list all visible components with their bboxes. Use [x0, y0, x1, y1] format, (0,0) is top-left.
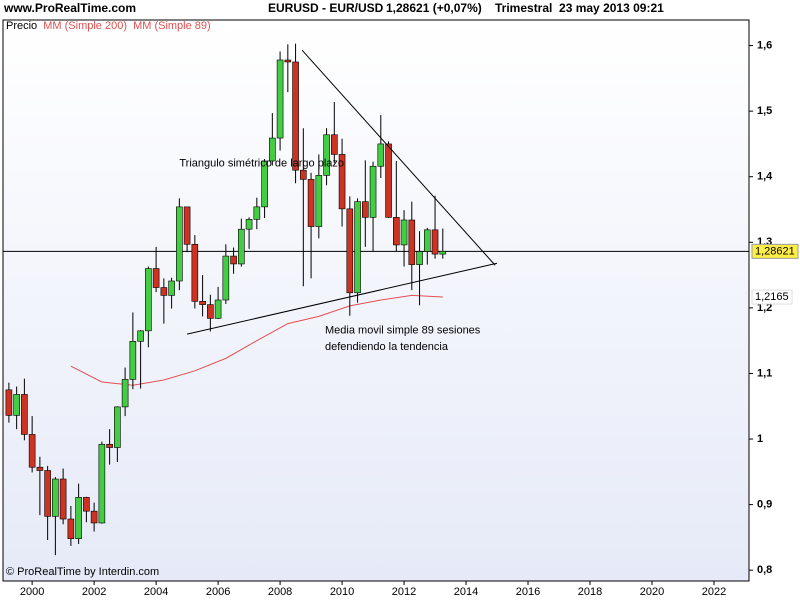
x-tick-label: 2000 — [20, 586, 44, 598]
legend-item: MM (Simple 200) — [43, 20, 127, 32]
legend: Precio MM (Simple 200) MM (Simple 89) — [6, 20, 211, 32]
candle-body — [207, 304, 214, 319]
candle-body — [276, 59, 284, 139]
candle-body — [354, 201, 361, 294]
candle-body — [160, 287, 168, 296]
candle-body — [44, 470, 51, 517]
candle-body — [284, 59, 292, 63]
x-tick-label: 2010 — [330, 586, 354, 598]
y-tick-label: 1,6 — [757, 39, 772, 51]
candle-body — [338, 154, 346, 210]
candle-body — [98, 443, 106, 524]
candle-body — [168, 280, 175, 296]
candle-body — [36, 466, 44, 471]
candle-body — [238, 228, 245, 265]
candle-body — [400, 219, 408, 246]
x-tick-label: 2008 — [268, 586, 292, 598]
trendline — [301, 49, 496, 266]
x-tick-label: 2012 — [392, 586, 416, 598]
candle-body — [106, 443, 113, 448]
x-tick-label: 2004 — [144, 586, 168, 598]
candle-body — [331, 134, 338, 155]
candle-body — [292, 61, 299, 171]
candle-body — [245, 219, 253, 230]
annotation: Media movil simple 89 sesiones — [325, 325, 481, 337]
candle-body — [315, 175, 323, 227]
y-tick-label: 0,9 — [757, 499, 772, 511]
y-tick-label: 1,1 — [757, 367, 772, 379]
candle-body — [199, 301, 206, 305]
candle-body — [423, 229, 431, 252]
annotation: Triangulo simétrico de largo plazo — [179, 158, 344, 170]
candle-body — [214, 299, 222, 319]
candle-body — [67, 518, 75, 540]
price-box — [751, 243, 799, 259]
y-tick-label: 1 — [757, 433, 763, 445]
legend-item: MM (Simple 89) — [133, 20, 211, 32]
x-tick-label: 2002 — [82, 586, 106, 598]
candle-body — [28, 434, 36, 468]
annotation: defendiendo la tendencia — [325, 341, 449, 353]
ma-label: 1,2165 — [755, 291, 789, 303]
candle-body — [83, 497, 90, 512]
x-tick-label: 2016 — [516, 586, 540, 598]
candle-body — [75, 497, 82, 540]
period: Trimestral 23 may 2013 09:21 — [495, 1, 664, 15]
candle-body — [300, 169, 307, 180]
candle-body — [137, 330, 144, 342]
candle-body — [385, 143, 392, 218]
trendline — [186, 262, 498, 335]
candle-body — [393, 217, 400, 246]
candle-body — [52, 478, 59, 517]
x-tick-label: 2014 — [454, 586, 478, 598]
y-tick-label: 0,8 — [757, 564, 772, 576]
candle-body — [377, 143, 385, 167]
candle-body — [183, 206, 191, 245]
candle-body — [129, 341, 137, 380]
x-tick-label: 2022 — [702, 586, 726, 598]
candle-body — [416, 251, 423, 265]
candle-body — [5, 389, 13, 416]
y-tick-label: 1,4 — [757, 171, 773, 183]
candle-body — [323, 134, 330, 176]
candle-body — [408, 219, 416, 265]
legend-item: Precio — [6, 20, 37, 32]
x-tick-label: 2020 — [640, 586, 664, 598]
candle-body — [145, 268, 152, 332]
candle-body — [369, 165, 377, 218]
y-tick-label: 1,5 — [757, 105, 772, 117]
footer: © ProRealTime by Interdin.com — [6, 566, 159, 578]
candle-body — [191, 243, 199, 302]
symbol: EURUSD - EUR/USD — [268, 1, 384, 15]
candle-body — [114, 406, 121, 448]
x-tick-label: 2018 — [578, 586, 602, 598]
candle-body — [59, 478, 67, 520]
candle-body — [431, 229, 439, 255]
candle-body — [253, 206, 261, 220]
candle-body — [439, 251, 447, 255]
candle-body — [222, 255, 230, 301]
candle-body — [261, 160, 268, 208]
candle-body — [362, 201, 369, 218]
candle-body — [152, 268, 160, 288]
candle-body — [21, 394, 28, 435]
quote: 1,28621 (+0,07%) — [386, 1, 482, 15]
price-label: 1,28621 — [755, 245, 795, 257]
candle-body — [269, 137, 276, 162]
ma-box — [751, 289, 793, 305]
y-tick-label: 1,2 — [757, 302, 772, 314]
candle-body — [176, 206, 183, 282]
candle-body — [230, 255, 237, 265]
site: www.ProRealTime.com — [3, 1, 136, 15]
candle-body — [307, 179, 315, 227]
candle-body — [13, 394, 20, 416]
candle-body — [346, 208, 354, 294]
candle-body — [121, 379, 129, 408]
x-tick-label: 2006 — [206, 586, 230, 598]
candle-body — [90, 510, 98, 524]
